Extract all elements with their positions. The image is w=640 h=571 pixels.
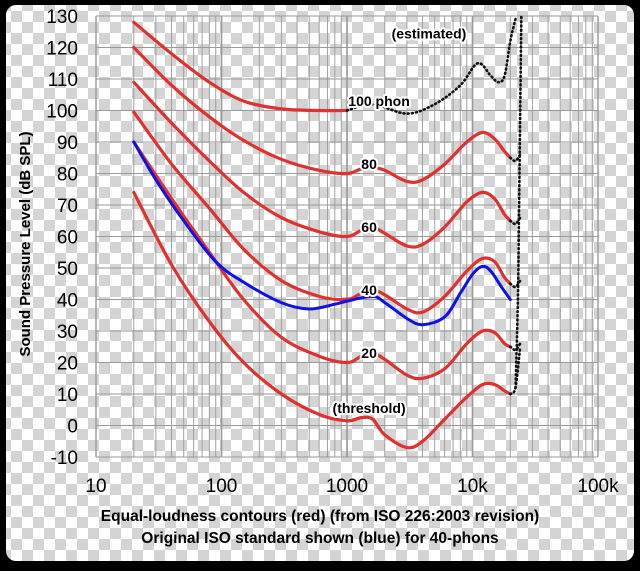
- series-line-60-phon: [132, 80, 512, 249]
- y-tick-label: 130: [46, 7, 78, 28]
- x-tick-label: 100: [206, 476, 238, 497]
- y-tick-label: 30: [57, 322, 78, 343]
- y-tick-label: 120: [46, 39, 78, 60]
- series-label-80-phon: 80: [361, 156, 377, 172]
- series-label-60-phon: 60: [361, 219, 377, 235]
- y-tick-label: 110: [48, 70, 78, 91]
- series-line-40-phon: [132, 110, 512, 315]
- series-line-estimated-high-frequency-edge: [514, 14, 523, 389]
- y-tick-label: 20: [57, 354, 78, 375]
- y-tick-label: 60: [57, 228, 78, 249]
- x-tick-label: 10k: [457, 476, 488, 497]
- series-line-40-phon-original-iso: [132, 140, 512, 327]
- series-label-40-phon: 40: [361, 282, 377, 298]
- y-tick-label: 90: [57, 133, 78, 154]
- y-tick-label: 40: [57, 291, 78, 312]
- series-line-20-phon: [132, 140, 512, 381]
- series-labels: 100 phon 80 60 40 20 (threshold) (estimated): [331, 23, 469, 418]
- series-line-100-phon-estimated: [345, 17, 517, 115]
- caption-line-2: Original ISO standard shown (blue) for 4…: [141, 530, 498, 547]
- chart-background: [6, 5, 634, 561]
- series-line-100-phon: [132, 20, 349, 113]
- series-line-80-phon: [132, 45, 512, 184]
- caption-line-1: Equal-loudness contours (red) (from ISO …: [101, 508, 539, 525]
- x-tick-label: 100k: [577, 476, 619, 497]
- series-label-100-phon: 100 phon: [348, 93, 409, 109]
- y-tick-label: 0: [67, 417, 78, 438]
- series-group: [132, 14, 523, 450]
- x-tick-label: 1000: [326, 476, 368, 497]
- y-axis-label: Sound Pressure Level (dB SPL): [17, 131, 34, 356]
- y-tick-label: 70: [57, 196, 78, 217]
- series-label-threshold: (threshold): [333, 400, 406, 416]
- y-tick-label: -10: [51, 448, 78, 469]
- series-label-20-phon: 20: [361, 345, 377, 361]
- y-tick-label: 100: [46, 102, 78, 123]
- y-tick-label: 80: [57, 165, 78, 186]
- y-tick-label: 50: [57, 259, 78, 280]
- series-line-threshold: [132, 190, 512, 450]
- x-axis-ticks: 10 100 1000 10k 100k: [85, 476, 619, 497]
- x-tick-label: 10: [85, 476, 106, 497]
- y-tick-label: 10: [57, 385, 78, 406]
- series-label-estimated-high-frequency-edge: (estimated): [392, 25, 467, 41]
